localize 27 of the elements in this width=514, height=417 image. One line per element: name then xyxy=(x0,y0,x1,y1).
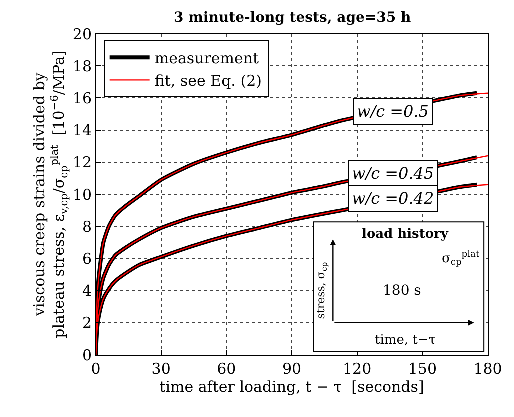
y-tick-label: 14 xyxy=(72,122,92,140)
x-axis-title: time after loading, t − τ [seconds] xyxy=(160,378,424,396)
annotation: 180 s xyxy=(383,283,422,299)
annotation: w/c =0.5 xyxy=(357,102,429,121)
y-tick-label: 8 xyxy=(82,218,92,236)
x-tick-label: 60 xyxy=(217,360,236,378)
annotation: w/c =0.45 xyxy=(352,164,434,183)
annotation: load history xyxy=(362,227,449,242)
legend-label: fit, see Eq. (2) xyxy=(154,72,262,90)
y-tick-label: 20 xyxy=(72,25,92,44)
y-tick-label: 6 xyxy=(82,250,92,268)
annotation: w/c =0.42 xyxy=(352,189,434,208)
annotation: time, t−τ xyxy=(375,333,436,348)
x-tick-label: 90 xyxy=(282,360,302,378)
x-tick-label: 150 xyxy=(408,360,437,378)
y-tick-label: 0 xyxy=(82,346,92,364)
y-tick-label: 18 xyxy=(72,57,92,76)
y-tick-label: 12 xyxy=(72,154,92,172)
y-tick-label: 4 xyxy=(82,282,92,300)
y-tick-label: 2 xyxy=(82,314,92,332)
chart-title: 3 minute-long tests, age=35 h xyxy=(174,10,412,26)
x-tick-label: 180 xyxy=(474,360,502,378)
x-tick-label: 30 xyxy=(152,360,171,378)
legend-label: measurement xyxy=(154,50,260,68)
y-tick-label: 16 xyxy=(72,89,92,108)
y-tick-label: 10 xyxy=(72,186,92,204)
x-tick-label: 120 xyxy=(343,360,372,378)
